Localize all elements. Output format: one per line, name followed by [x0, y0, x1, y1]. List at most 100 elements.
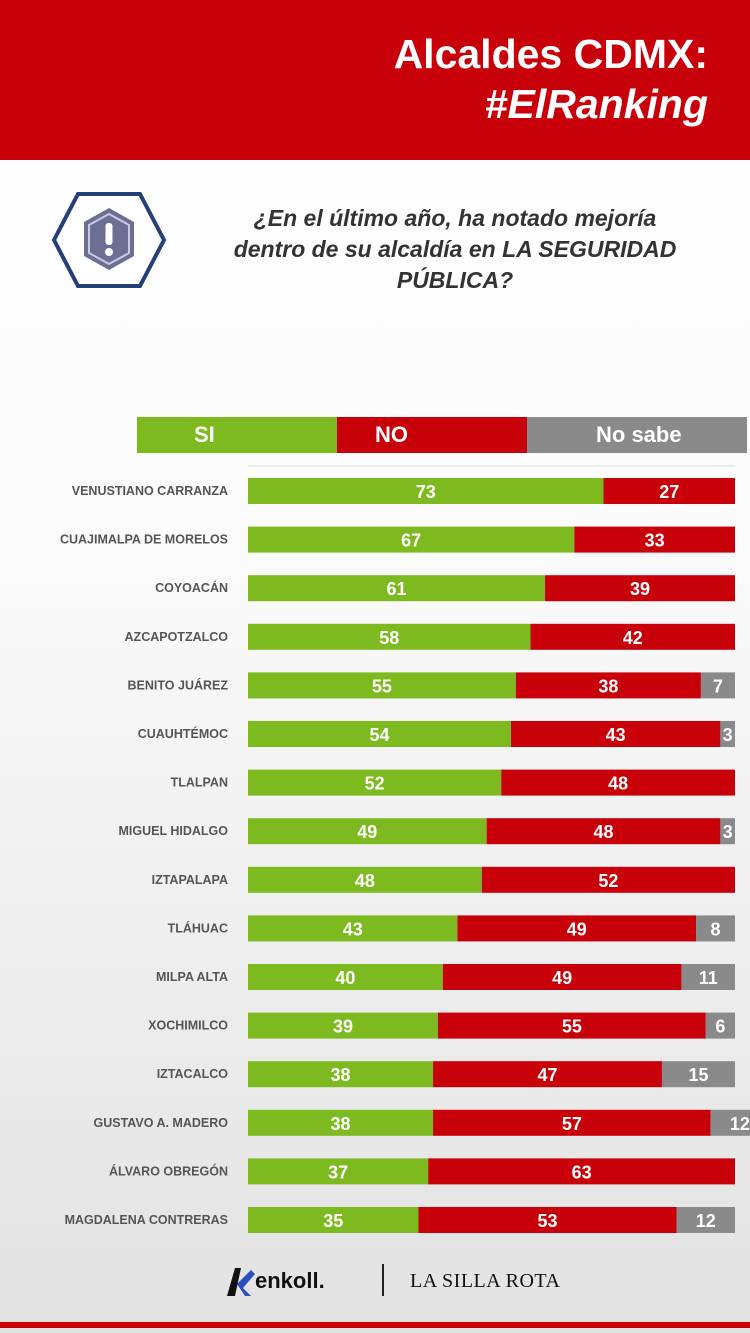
data-label: 63: [572, 1162, 592, 1182]
bar-no: [545, 575, 735, 602]
data-label: 39: [333, 1017, 353, 1037]
category-label: CUAUHTÉMOC: [138, 726, 228, 741]
bar-no-sabe: [700, 672, 735, 699]
bar-si: [248, 818, 487, 845]
bar-si: [248, 1061, 434, 1088]
data-label: 27: [659, 482, 679, 502]
data-label: 12: [696, 1211, 716, 1231]
data-label: 42: [623, 628, 643, 648]
data-label: 52: [365, 774, 385, 794]
data-label: 57: [562, 1114, 582, 1134]
data-label: 58: [379, 628, 399, 648]
bar-si: [248, 526, 575, 553]
footer-logos: enkoll. LA SILLA ROTA: [0, 1260, 750, 1310]
data-label: 35: [323, 1211, 343, 1231]
category-label: BENITO JUÁREZ: [128, 677, 229, 692]
bar-no: [486, 818, 721, 845]
bar-no-sabe: [710, 1109, 750, 1136]
data-label: 8: [711, 919, 721, 939]
bar-no: [510, 721, 721, 747]
legend-no-sabe: No sabe: [527, 417, 747, 453]
data-label: 38: [331, 1065, 351, 1085]
bar-no-sabe: [720, 818, 735, 845]
category-label: ÁLVARO OBREGÓN: [109, 1163, 228, 1178]
data-label: 53: [537, 1211, 557, 1231]
data-label: 37: [328, 1162, 348, 1182]
bar-no-sabe: [676, 1207, 735, 1233]
data-label: 48: [593, 822, 613, 842]
category-label: MIGUEL HIDALGO: [119, 824, 229, 838]
data-label: 15: [688, 1065, 708, 1085]
category-label: MAGDALENA CONTRERAS: [65, 1213, 228, 1227]
bar-no: [433, 1061, 662, 1088]
bottom-accent-bar: [0, 1322, 750, 1328]
data-label: 3: [723, 725, 733, 745]
bar-no-sabe: [720, 721, 735, 747]
data-label: 49: [357, 822, 377, 842]
bar-no-sabe: [661, 1061, 735, 1088]
bar-no: [418, 1207, 677, 1233]
legend-no: NO: [337, 417, 527, 453]
data-label: 40: [335, 968, 355, 988]
data-label: 43: [343, 919, 363, 939]
category-label: GUSTAVO A. MADERO: [94, 1116, 229, 1130]
category-label: XOCHIMILCO: [148, 1019, 228, 1033]
bar-si: [248, 866, 482, 893]
data-label: 38: [598, 676, 618, 696]
title-line-1: Alcaldes CDMX:: [393, 31, 708, 77]
bar-no: [603, 478, 735, 504]
logo-divider: [382, 1264, 384, 1296]
header-banner: Alcaldes CDMX: #ElRanking: [0, 0, 750, 160]
data-label: 55: [562, 1017, 582, 1037]
category-label: TLÁHUAC: [168, 920, 228, 935]
data-label: 61: [387, 579, 407, 599]
data-label: 11: [699, 968, 718, 988]
bar-si: [248, 1158, 429, 1185]
category-label: TLALPAN: [171, 776, 228, 790]
category-label: COYOACÁN: [155, 580, 228, 595]
enkoll-logo-icon: [227, 1268, 255, 1296]
survey-question: ¿En el último año, ha notado mejoría den…: [233, 205, 677, 293]
bar-si: [248, 478, 604, 504]
bar-si: [248, 915, 458, 942]
bar-si: [248, 769, 502, 796]
bar-si: [248, 964, 443, 990]
data-label: 38: [331, 1114, 351, 1134]
bar-no: [457, 915, 697, 942]
data-label: 43: [606, 725, 626, 745]
data-label: 47: [537, 1065, 557, 1085]
category-label: IZTAPALAPA: [152, 873, 228, 887]
category-label: CUAJIMALPA DE MORELOS: [60, 533, 228, 547]
bar-si: [248, 575, 546, 602]
bar-no: [501, 769, 735, 796]
bar-no: [442, 964, 682, 990]
data-label: 48: [355, 871, 375, 891]
data-label: 12: [730, 1114, 750, 1134]
enkoll-logo: enkoll.: [255, 1268, 325, 1293]
data-label: 39: [630, 579, 650, 599]
data-label: 55: [372, 676, 392, 696]
bar-no: [515, 672, 701, 699]
data-label: 52: [598, 871, 618, 891]
bar-no-sabe: [681, 964, 735, 990]
legend-si: SI: [137, 417, 337, 453]
title-hashtag: #ElRanking: [484, 81, 708, 127]
bar-no: [433, 1109, 711, 1136]
data-label: 3: [723, 822, 733, 842]
la-silla-rota-logo: LA SILLA ROTA: [410, 1270, 561, 1292]
bar-si: [248, 1012, 438, 1039]
bar-si: [248, 1109, 434, 1136]
warning-hexagon-icon: [51, 192, 167, 288]
bar-si: [248, 672, 516, 699]
bar-no-sabe: [696, 915, 735, 942]
bar-no: [530, 623, 735, 650]
data-label: 49: [567, 919, 587, 939]
bar-si: [248, 1207, 419, 1233]
bar-no-sabe: [705, 1012, 735, 1039]
data-label: 73: [416, 482, 436, 502]
category-label: VENUSTIANO CARRANZA: [72, 484, 228, 498]
bar-no: [481, 866, 735, 893]
bar-no: [574, 526, 735, 553]
data-label: 7: [713, 676, 723, 696]
data-label: 6: [715, 1017, 725, 1037]
